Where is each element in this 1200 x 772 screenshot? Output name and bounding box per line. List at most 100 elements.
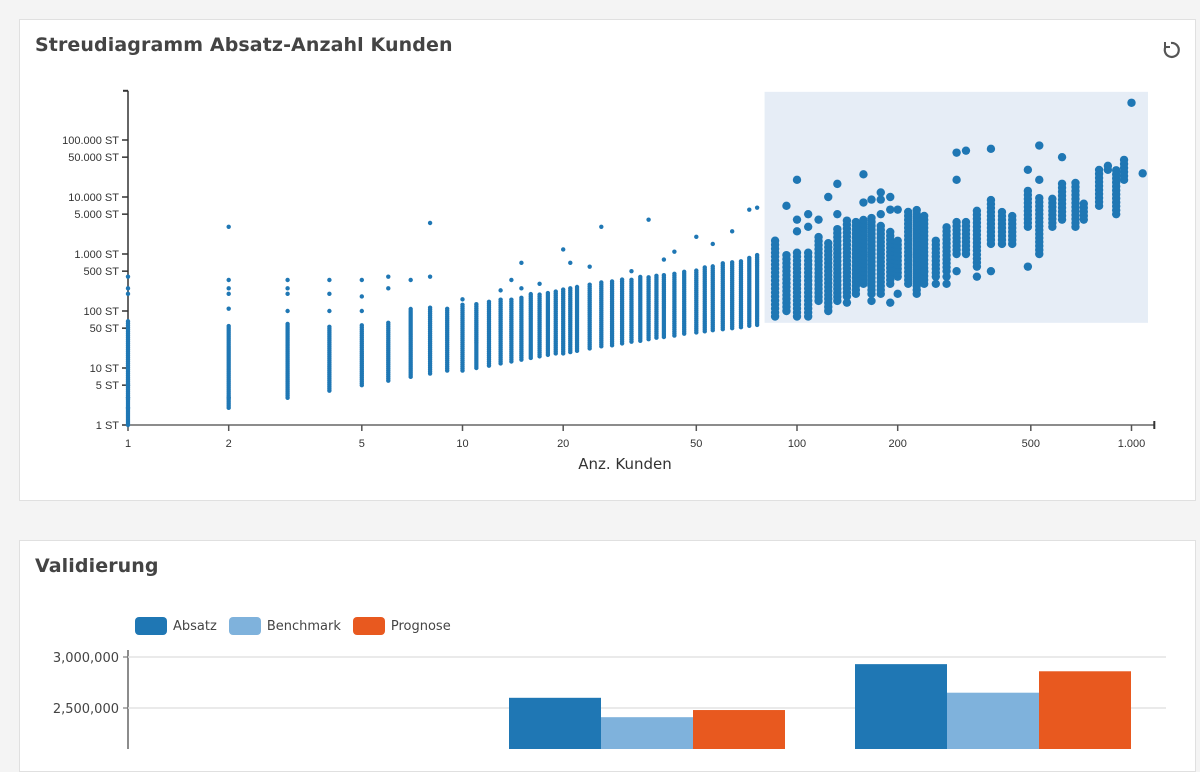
y-tick-label: 10.000 ST [68, 192, 119, 204]
scatter-point [710, 264, 715, 269]
scatter-point [859, 170, 868, 179]
legend-prognose[interactable]: Prognose [352, 617, 451, 635]
scatter-point [509, 297, 514, 302]
legend-swatch [228, 617, 261, 635]
scatter-point [867, 213, 876, 223]
refresh-icon[interactable] [1160, 39, 1182, 61]
scatter-point [824, 192, 833, 202]
scatter-point [681, 269, 687, 275]
scatter-point [408, 306, 413, 312]
y-tick-label: 5 ST [96, 380, 120, 392]
scatter-point [460, 302, 465, 307]
scatter-point [125, 274, 131, 279]
scatter-point [519, 295, 524, 301]
bar-benchmark [947, 692, 1039, 749]
scatter-point [327, 277, 332, 283]
scatter-point [694, 268, 699, 273]
scatter-point [867, 195, 876, 204]
scatter-point [876, 209, 885, 219]
scatter-point [1071, 178, 1080, 188]
scatter-point [833, 179, 842, 189]
scatter-point [997, 207, 1007, 217]
x-tick-label: 2 [226, 438, 232, 450]
scatter-point [792, 227, 802, 236]
scatter-point [661, 257, 667, 262]
y-tick-label: 100.000 ST [62, 135, 119, 147]
scatter-point [226, 323, 231, 329]
scatter-point [359, 294, 365, 299]
scatter-point [876, 195, 885, 204]
scatter-point [125, 382, 131, 388]
scatter-point [942, 272, 951, 281]
scatter-point [754, 252, 760, 258]
scatter-point [754, 205, 760, 210]
scatter-point [537, 281, 542, 287]
x-tick-label: 50 [690, 438, 702, 450]
scatter-point [782, 201, 791, 211]
y-tick-label: 500 ST [84, 266, 120, 278]
scatter-point [803, 248, 813, 257]
scatter-point [498, 288, 503, 293]
x-tick-label: 20 [557, 438, 569, 450]
scatter-point [912, 205, 921, 215]
scatter-point [646, 217, 651, 222]
x-tick-label: 1 [125, 438, 131, 450]
scatter-point [1127, 98, 1136, 107]
scatter-point [942, 223, 951, 232]
scatter-point [1119, 155, 1129, 165]
scatter-point [474, 301, 479, 307]
scatter-point [886, 227, 895, 237]
scatter-point [1035, 175, 1044, 185]
x-tick-label: 5 [359, 438, 365, 450]
scatter-point [519, 286, 524, 291]
scatter-point [125, 291, 131, 297]
scatter-point [931, 279, 941, 289]
scatter-point [672, 249, 677, 254]
scatter-point [1094, 165, 1104, 175]
y-tick-label: 100 ST [84, 306, 120, 318]
scatter-point [952, 217, 961, 227]
scatter-point [408, 277, 413, 283]
scatter-point [386, 320, 391, 325]
y-tick-label: 1.000 ST [74, 249, 119, 261]
legend-benchmark[interactable]: Benchmark [228, 617, 341, 635]
scatter-point [285, 286, 290, 291]
scatter-point [427, 305, 433, 310]
scatter-point [893, 236, 902, 245]
scatter-point [961, 146, 971, 155]
legend-label: Prognose [390, 618, 451, 634]
bar-title: Validierung [35, 555, 159, 577]
scatter-point [919, 211, 929, 221]
scatter-point [814, 215, 823, 224]
scatter-point [1079, 199, 1088, 208]
y-tick-label: 10 ST [90, 363, 120, 375]
scatter-point [792, 215, 802, 224]
scatter-point [1048, 194, 1057, 204]
scatter-point [919, 266, 929, 276]
bar-prognose [1039, 671, 1131, 749]
scatter-point [528, 291, 533, 297]
x-tick-label: 100 [788, 438, 806, 450]
scatter-point [876, 188, 885, 197]
x-axis-label: Anz. Kunden [578, 455, 672, 473]
scatter-point [782, 250, 791, 260]
scatter-point [359, 323, 365, 328]
scatter-point [125, 395, 131, 401]
scatter-point [972, 272, 982, 281]
scatter-point [359, 277, 365, 283]
scatter-point [803, 209, 813, 219]
scatter-point [867, 296, 876, 306]
scatter-point [1035, 141, 1044, 150]
scatter-point [1057, 152, 1067, 162]
scatter-point [792, 175, 802, 185]
scatter-point [729, 260, 735, 265]
scatter-point [638, 274, 643, 280]
scatter-point [654, 273, 659, 279]
scatter-point [545, 290, 551, 296]
legend-absatz[interactable]: Absatz [135, 617, 217, 635]
scatter-point [125, 405, 131, 411]
legend-swatch [352, 617, 385, 635]
scatter-point [327, 291, 332, 297]
scatter-point [568, 286, 573, 291]
scatter-point [519, 260, 524, 266]
